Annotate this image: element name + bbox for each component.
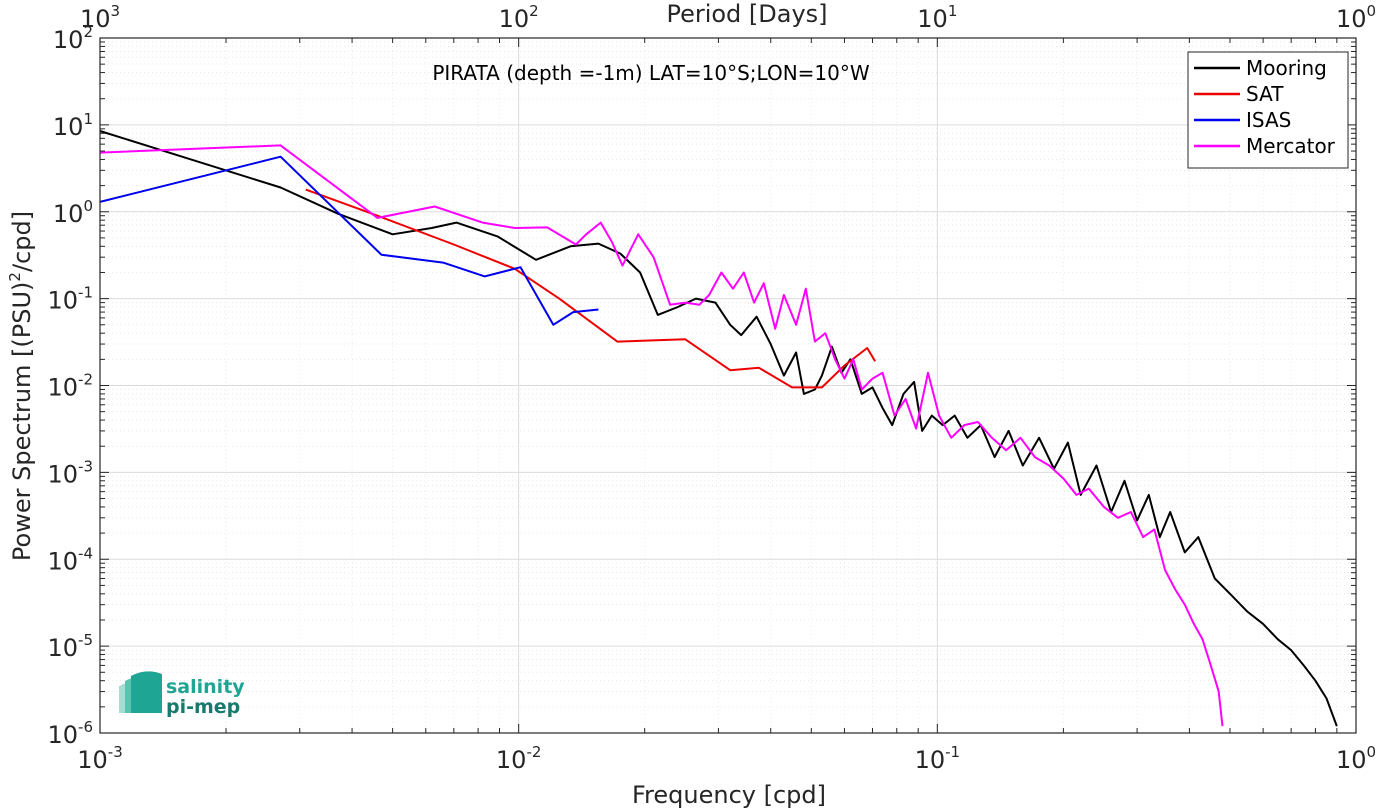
x-tick-label: 100 — [1336, 743, 1376, 774]
y-tick-label-exponent: -4 — [78, 544, 93, 562]
ticks — [99, 37, 1357, 734]
y-axis-label-exponent: 2 — [6, 272, 24, 282]
x-tick-label: 10-2 — [496, 743, 542, 774]
y-tick-label-exponent: -5 — [78, 631, 93, 649]
y-axis-label: Power Spectrum [(PSU)2/cpd] — [6, 211, 36, 561]
y-tick-label: 10-6 — [47, 718, 93, 749]
y-tick-label-exponent: -1 — [78, 284, 93, 302]
x-tick-label-exponent: -1 — [945, 743, 960, 761]
legend-label-mooring: Mooring — [1246, 56, 1327, 80]
x-tick-label: 10-3 — [77, 743, 123, 774]
y-tick-label-exponent: -3 — [78, 457, 93, 475]
y-tick-label: 10-5 — [47, 631, 93, 662]
x-tick-label-base: 10 — [77, 746, 108, 774]
grid — [99, 38, 1356, 734]
y-tick-label-base: 10 — [53, 113, 84, 141]
y-tick-label: 101 — [53, 110, 93, 141]
y-tick-label-exponent: 2 — [83, 23, 93, 41]
top-tick-label: 103 — [80, 2, 120, 33]
x-tick-label: 10-1 — [915, 743, 961, 774]
y-tick-label: 10-4 — [47, 544, 93, 575]
y-axis-label-main: Power Spectrum [(PSU) — [8, 282, 36, 561]
x-axis-label: Frequency [cpd] — [632, 781, 826, 809]
x-tick-label-exponent: -3 — [108, 743, 123, 761]
y-tick-label-base: 10 — [47, 287, 78, 315]
y-tick-label-base: 10 — [47, 634, 78, 662]
x-tick-label-exponent: 0 — [1367, 743, 1377, 761]
y-tick-label-base: 10 — [47, 374, 78, 402]
x-tick-label-exponent: -2 — [526, 743, 541, 761]
top-axis-label: Period [Days] — [666, 0, 827, 28]
series-line-isas — [99, 155, 599, 326]
plot-area — [99, 130, 1338, 727]
legend-label-mercator: Mercator — [1246, 134, 1336, 158]
y-tick-label-base: 10 — [53, 26, 84, 54]
salinity-pimep-logo: salinity pi-mep — [119, 671, 245, 718]
y-tick-label: 10-1 — [47, 284, 93, 315]
series-line-mooring — [99, 130, 1338, 727]
top-tick-label-exponent: 2 — [529, 2, 539, 20]
top-tick-label-base: 10 — [499, 5, 530, 33]
y-tick-label-base: 10 — [47, 721, 78, 749]
y-tick-label: 10-3 — [47, 457, 93, 488]
top-tick-label-base: 10 — [80, 5, 111, 33]
logo-text-pimep: pi-mep — [166, 696, 240, 718]
y-tick-label-exponent: -2 — [78, 371, 93, 389]
y-tick-label: 102 — [53, 23, 93, 54]
top-tick-label-exponent: 1 — [948, 2, 958, 20]
top-tick-label: 102 — [499, 2, 539, 33]
series-line-mercator — [99, 144, 1224, 727]
top-tick-label: 100 — [1336, 2, 1376, 33]
top-tick-label-exponent: 3 — [111, 2, 121, 20]
top-tick-label-base: 10 — [917, 5, 948, 33]
y-tick-label-exponent: 1 — [83, 110, 93, 128]
legend-label-isas: ISAS — [1246, 108, 1291, 132]
y-tick-label-base: 10 — [47, 460, 78, 488]
top-tick-label-base: 10 — [1336, 5, 1367, 33]
y-tick-label-base: 10 — [53, 200, 84, 228]
x-tick-label-base: 10 — [496, 746, 527, 774]
y-tick-label-exponent: -6 — [78, 718, 93, 736]
y-tick-label: 100 — [53, 197, 93, 228]
y-tick-label-exponent: 0 — [83, 197, 93, 215]
top-tick-label: 101 — [917, 2, 957, 33]
x-tick-label-base: 10 — [1336, 746, 1367, 774]
top-tick-label-exponent: 0 — [1367, 2, 1377, 20]
y-tick-label: 10-2 — [47, 371, 93, 402]
y-tick-label-base: 10 — [47, 547, 78, 575]
y-axis-label-unit: /cpd] — [8, 211, 36, 272]
chart-title: PIRATA (depth =-1m) LAT=10°S;LON=10°W — [432, 61, 870, 85]
logo-text-salinity: salinity — [166, 676, 245, 698]
legend-label-sat: SAT — [1246, 82, 1284, 106]
x-tick-label-base: 10 — [915, 746, 946, 774]
